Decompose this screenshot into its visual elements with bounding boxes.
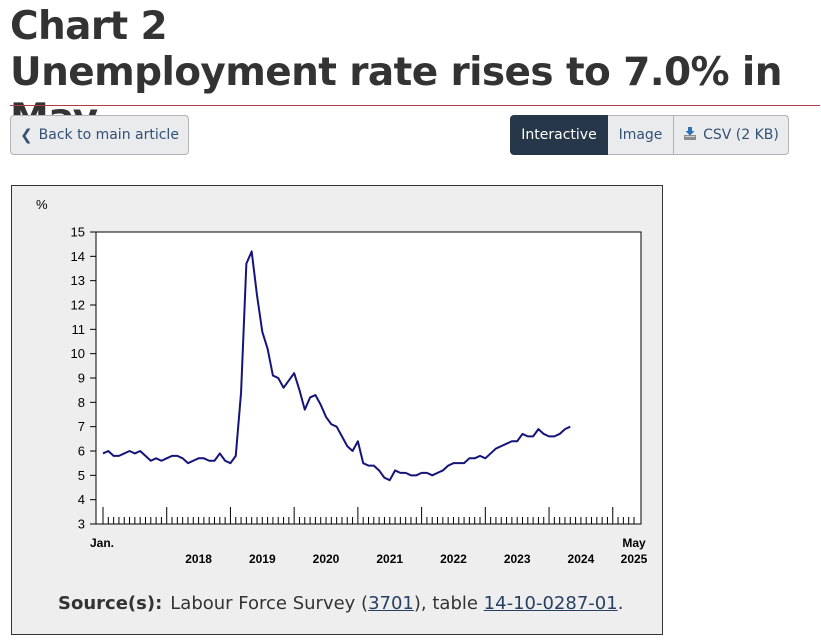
unemployment-rate-line (102, 250, 571, 482)
chart-panel: % 3 4 5 6 7 8 9 10 11 12 13 14 15 Jan. May 2018 2019 202… (11, 185, 663, 635)
y-tick-label: 3 (78, 517, 85, 532)
line-chart: % 3 4 5 6 7 8 9 10 11 12 13 14 15 Jan. May 2018 2019 202… (36, 197, 648, 566)
page-title: Chart 2 Unemployment rate rises to 7.0% … (10, 4, 821, 142)
x-year-label: 2023 (504, 552, 531, 566)
source-label: Source(s): (58, 593, 163, 614)
image-view-button[interactable]: Image (608, 115, 674, 155)
y-axis: 3 4 5 6 7 8 9 10 11 12 13 14 15 (71, 225, 96, 532)
x-year-label: 2024 (568, 552, 595, 566)
y-tick-label: 9 (78, 371, 85, 386)
y-tick-label: 10 (71, 346, 85, 361)
y-tick-label: 5 (78, 468, 85, 483)
back-to-article-button[interactable]: ❮ Back to main article (10, 115, 189, 155)
y-tick-label: 13 (71, 273, 85, 288)
y-tick-label: 11 (72, 322, 86, 337)
y-tick-label: 8 (78, 395, 85, 410)
x-axis: Jan. May 2018 2019 2020 2021 2022 2023 2024 2025 (90, 507, 648, 566)
source-text: Labour Force Survey ( (170, 593, 369, 614)
chart-title: Unemployment rate rises to 7.0% in May (10, 50, 782, 141)
back-button-label: Back to main article (38, 127, 179, 143)
csv-label: CSV (2 KB) (703, 127, 779, 143)
x-start-label: Jan. (90, 536, 114, 550)
chevron-left-icon: ❮ (20, 126, 33, 144)
source-note: Source(s): Labour Force Survey (3701), ta… (58, 593, 623, 614)
y-tick-label: 14 (71, 249, 85, 264)
title-divider (10, 105, 820, 106)
x-year-label: 2025 (621, 552, 648, 566)
interactive-view-button[interactable]: Interactive (510, 115, 608, 155)
x-year-label: 2019 (249, 552, 276, 566)
x-year-label: 2022 (440, 552, 467, 566)
table-number-link[interactable]: 14-10-0287-01 (483, 593, 618, 614)
x-year-label: 2018 (185, 552, 212, 566)
survey-number-link[interactable]: 3701 (368, 593, 414, 614)
source-text-end: . (617, 593, 624, 614)
image-label: Image (618, 127, 663, 143)
y-tick-label: 15 (71, 225, 85, 240)
csv-download-button[interactable]: CSV (2 KB) (674, 115, 789, 155)
view-switcher: Interactive Image CSV (2 KB) (510, 115, 789, 155)
chart-number: Chart 2 (10, 4, 168, 49)
y-axis-unit-label: % (36, 197, 48, 212)
download-icon (683, 126, 697, 145)
source-text-middle: ), table (413, 593, 484, 614)
y-tick-label: 6 (78, 444, 85, 459)
interactive-label: Interactive (521, 127, 597, 143)
y-tick-label: 12 (71, 298, 85, 313)
x-end-label: May (622, 536, 646, 550)
y-tick-label: 4 (78, 492, 85, 507)
x-year-label: 2020 (313, 552, 340, 566)
y-tick-label: 7 (78, 419, 85, 434)
plot-area (95, 231, 642, 525)
x-year-label: 2021 (376, 552, 403, 566)
